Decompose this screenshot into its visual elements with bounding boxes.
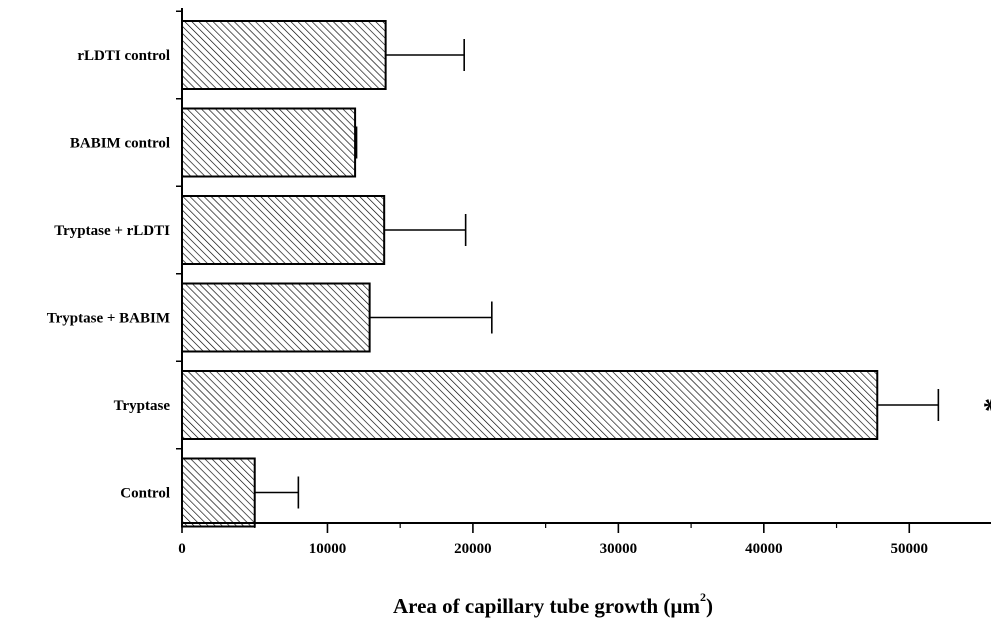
x-axis-title-text: Area of capillary tube growth (µm — [393, 594, 701, 618]
bar-tryptase-babim — [181, 282, 371, 353]
bars-layer — [181, 20, 940, 528]
category-label: Tryptase + BABIM — [47, 311, 170, 327]
bar-tryptase — [181, 370, 879, 440]
error-bar — [384, 214, 467, 246]
x-axis-title-superscript: 2 — [700, 590, 706, 604]
bar-control — [181, 457, 256, 528]
error-bar — [369, 301, 493, 334]
bar-babim-control — [181, 107, 357, 178]
error-bar — [355, 126, 358, 159]
category-label: rLDTI control — [77, 48, 170, 64]
x-tick-label: 10000 — [309, 541, 347, 557]
x-tick-label: 50000 — [891, 541, 929, 557]
x-tick-label: 40000 — [745, 541, 783, 557]
labels-layer: rLDTI control BABIM control Tryptase + rLD… — [47, 48, 991, 557]
category-label: Control — [120, 486, 170, 502]
x-tick-label: 20000 — [454, 541, 492, 557]
x-axis-title: Area of capillary tube growth (µm2) — [393, 590, 713, 618]
category-label: BABIM control — [70, 136, 170, 152]
x-tick-label: 0 — [178, 541, 186, 557]
bar-tryptase-rldti — [181, 195, 386, 265]
bar-rldti-control — [181, 20, 387, 90]
x-axis-title-close: ) — [706, 594, 713, 618]
category-label: Tryptase — [114, 398, 171, 414]
error-bar — [877, 389, 940, 421]
error-bar — [254, 476, 300, 509]
category-label: Tryptase + rLDTI — [54, 223, 170, 239]
x-tick-label: 30000 — [600, 541, 638, 557]
significance-asterisk: * — [969, 398, 991, 412]
axes-layer — [176, 8, 991, 533]
error-bar — [385, 39, 465, 71]
